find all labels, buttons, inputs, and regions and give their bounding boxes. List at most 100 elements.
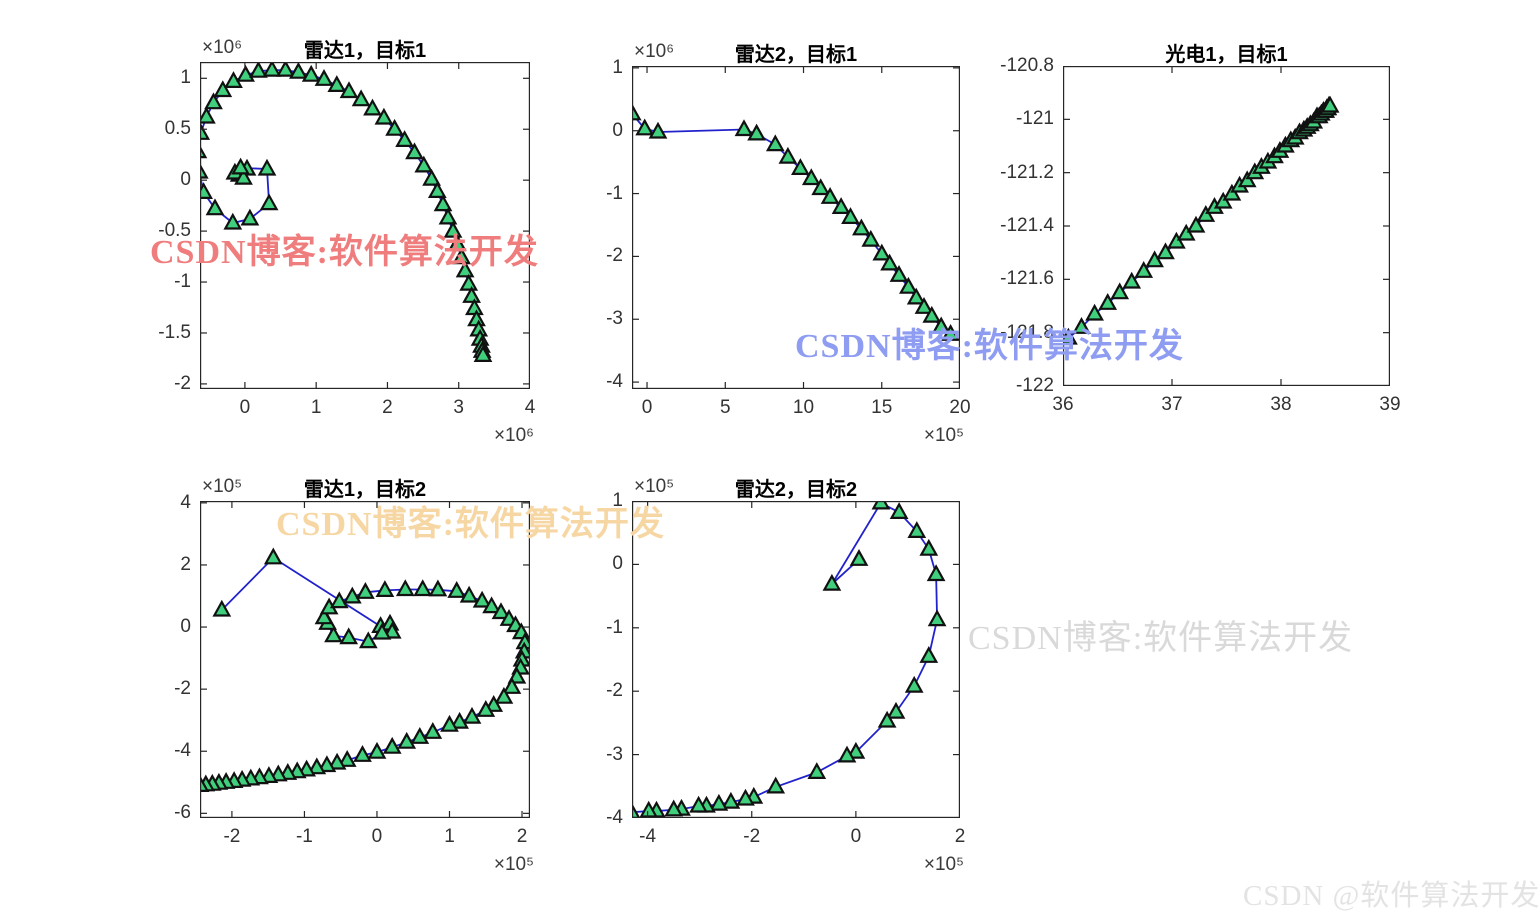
triangle-marker xyxy=(301,64,321,82)
triangle-marker xyxy=(904,675,924,693)
triangle-marker xyxy=(414,155,434,173)
triangle-marker xyxy=(747,123,766,141)
triangle-marker xyxy=(1222,183,1242,201)
triangle-marker xyxy=(317,755,337,773)
triangle-marker xyxy=(861,229,881,247)
x-tick-label: 39 xyxy=(1379,394,1401,415)
triangle-marker xyxy=(841,207,860,224)
y-tick-label: -4 xyxy=(606,807,623,828)
triangle-marker xyxy=(329,591,349,609)
y-tick-label: 1 xyxy=(180,67,191,89)
x-tick-label: 10 xyxy=(792,397,815,418)
triangle-marker xyxy=(635,118,655,136)
x-tick-label: 2 xyxy=(516,826,528,847)
subplot-optical1-target1: 光电1，目标1 36 37 38 39 -120.8 -121 -121.2 -121.4 -1… xyxy=(1000,44,1400,415)
y-tick-label: 0 xyxy=(612,553,623,575)
y-tick-label: -1 xyxy=(174,271,191,293)
triangle-marker xyxy=(1196,205,1216,222)
triangle-marker xyxy=(372,622,392,640)
triangle-marker xyxy=(307,757,327,775)
triangle-marker xyxy=(639,800,659,818)
triangle-marker xyxy=(1237,170,1257,188)
triangle-marker xyxy=(831,197,851,214)
y-tick-label: -3 xyxy=(606,308,623,330)
y-tick-label: -2 xyxy=(174,372,191,394)
x-tick-label: 2 xyxy=(382,397,393,418)
axes-box xyxy=(632,501,960,818)
triangle-marker xyxy=(423,722,443,739)
subplot-title: 雷达1，目标2 xyxy=(303,479,427,501)
triangle-marker xyxy=(452,247,471,265)
triangle-marker xyxy=(907,521,927,538)
y-tick-label: -4 xyxy=(174,740,191,762)
triangle-marker xyxy=(632,802,641,818)
y-tick-label: -2 xyxy=(606,680,623,702)
subplot-title: 光电1，目标1 xyxy=(1165,44,1288,66)
subplot-title: 雷达2，目标1 xyxy=(734,44,858,66)
triangle-marker xyxy=(877,710,897,728)
triangle-marker xyxy=(1085,303,1104,321)
triangle-marker xyxy=(204,92,223,110)
triangle-marker xyxy=(200,145,208,159)
triangle-marker xyxy=(919,538,939,556)
triangle-marker xyxy=(382,621,402,639)
x-tick-label: 2 xyxy=(954,826,966,847)
csdn-watermark-red: CSDN博客:软件算法开发 xyxy=(150,234,539,271)
triangle-marker xyxy=(791,158,810,176)
triangle-marker xyxy=(234,167,253,185)
triangle-marker xyxy=(289,62,308,79)
triangle-marker xyxy=(363,98,382,116)
triangle-marker xyxy=(375,580,395,598)
triangle-marker xyxy=(339,627,359,645)
triangle-marker xyxy=(327,75,347,92)
y-tick-label: -121.4 xyxy=(1000,215,1054,236)
triangle-marker xyxy=(327,752,347,770)
triangle-marker xyxy=(374,107,394,125)
x-tick-label: 0 xyxy=(641,397,653,418)
triangle-marker xyxy=(1320,95,1340,113)
triangle-marker xyxy=(846,741,866,759)
triangle-marker xyxy=(1167,231,1186,249)
triangle-marker xyxy=(367,741,387,759)
triangle-marker xyxy=(342,586,362,604)
triangle-marker xyxy=(491,602,511,620)
triangle-marker xyxy=(899,276,918,294)
triangle-marker xyxy=(820,187,840,204)
triangle-marker xyxy=(931,316,951,334)
y-tick-label: 0 xyxy=(612,119,623,141)
plot-canvas xyxy=(200,501,530,818)
triangle-marker xyxy=(240,208,260,226)
y-tick-label: -121.2 xyxy=(1000,161,1054,183)
triangle-marker xyxy=(257,158,277,176)
plot-canvas xyxy=(632,66,960,389)
triangle-marker xyxy=(351,89,371,107)
triangle-marker xyxy=(422,168,441,186)
triangle-marker xyxy=(494,686,514,704)
triangle-marker xyxy=(927,609,947,627)
y-tick-label: -0.5 xyxy=(158,220,191,242)
triangle-marker xyxy=(200,182,213,199)
axes-box xyxy=(200,62,530,389)
triangle-marker xyxy=(413,579,433,597)
y-tick-label: -3 xyxy=(606,743,623,765)
triangle-marker xyxy=(1098,293,1118,310)
x-tick-label: -2 xyxy=(743,826,761,847)
y-axis-exponent-label: ×10⁵ xyxy=(634,476,675,497)
x-tick-label: 15 xyxy=(871,397,893,418)
triangle-marker xyxy=(337,750,357,767)
triangle-marker xyxy=(736,788,755,806)
triangle-marker xyxy=(1134,261,1154,278)
triangle-marker xyxy=(484,695,504,712)
triangle-marker xyxy=(811,178,831,196)
y-axis-exponent-label: ×10⁶ xyxy=(202,37,243,58)
triangle-marker xyxy=(941,324,960,341)
csdn-watermark-gray: CSDN博客:软件算法开发 xyxy=(968,620,1354,657)
triangle-marker xyxy=(1063,327,1078,345)
triangle-marker xyxy=(314,69,334,86)
y-tick-label: -122 xyxy=(1015,375,1054,396)
triangle-marker xyxy=(358,631,378,649)
subplot-radar1-target1: 雷达1，目标1 ×10⁶ ×10⁶ 0 1 2 3 4 1 0.5 0 -0.5 -1 -1.5 -2 xyxy=(158,37,535,446)
triangle-marker xyxy=(849,549,869,566)
triangle-marker xyxy=(837,745,857,763)
triangle-marker xyxy=(807,762,827,779)
